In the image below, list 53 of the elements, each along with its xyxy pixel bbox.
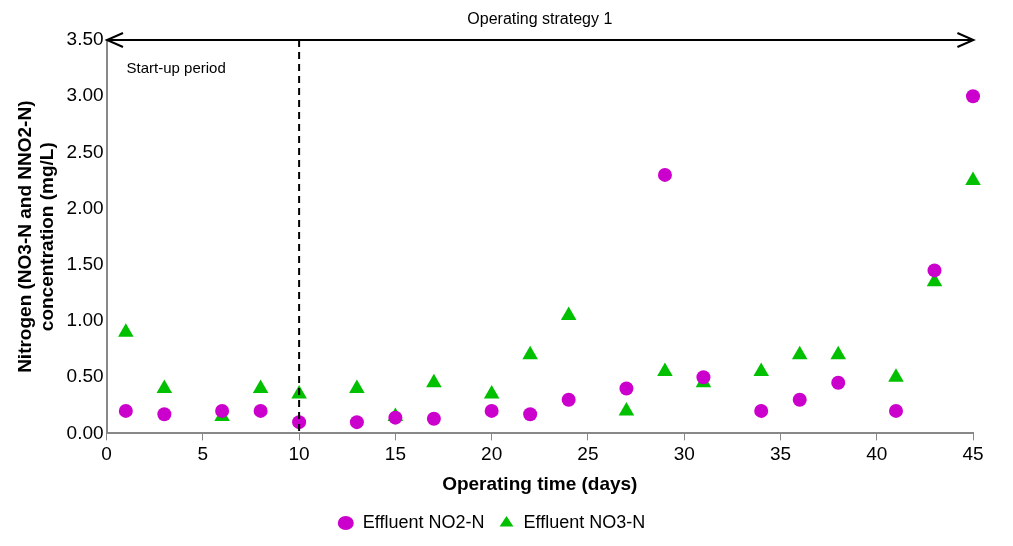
point — [118, 323, 134, 337]
x-axis-title: Operating time (days) — [442, 472, 638, 494]
x-tick-label: 25 — [577, 443, 599, 465]
x-tick-label: 30 — [673, 443, 695, 465]
point — [792, 392, 807, 407]
point — [522, 345, 538, 360]
point — [157, 407, 172, 422]
y-tick-label: 3.00 — [66, 84, 104, 106]
x-tick-label: 15 — [384, 443, 406, 465]
y-tick-label: 1.00 — [66, 309, 104, 331]
point — [426, 373, 442, 388]
point — [619, 381, 634, 396]
point — [215, 403, 230, 418]
x-tick-label: 20 — [481, 443, 503, 465]
point — [888, 403, 903, 418]
point — [791, 345, 808, 360]
y-tick-label: 2.00 — [66, 196, 104, 218]
annotation: Start-up period — [126, 58, 226, 76]
point — [118, 403, 133, 418]
y-axis-title: Nitrogen (NO3-N and NNO2-N) concentration (mg/L) — [13, 100, 58, 373]
x-tick-label: 10 — [288, 443, 310, 465]
y-tick-label: 0.50 — [66, 365, 104, 387]
legend-label: Effluent NO2-N — [362, 511, 485, 532]
point — [523, 407, 538, 422]
point — [426, 411, 441, 426]
legend-label: Effluent NO3-N — [523, 511, 646, 532]
point — [252, 379, 269, 393]
point — [484, 403, 499, 418]
x-tick-label: 0 — [101, 443, 112, 465]
x-tick-label: 45 — [962, 443, 984, 465]
x-tick-label: 35 — [769, 443, 792, 465]
point — [483, 385, 500, 399]
point — [253, 403, 268, 418]
text: Operating strategy 1 — [467, 10, 613, 28]
point — [965, 171, 981, 185]
y-tick-label: 1.50 — [66, 253, 104, 275]
point — [349, 379, 365, 393]
point — [657, 362, 673, 377]
point — [830, 345, 847, 360]
point — [349, 415, 364, 430]
point — [754, 403, 769, 418]
point — [618, 401, 635, 416]
point — [156, 379, 173, 393]
point — [560, 306, 577, 320]
x-tick-label: 40 — [866, 443, 888, 465]
point — [831, 375, 846, 390]
point — [561, 392, 576, 407]
y-tick-label: 2.50 — [66, 140, 104, 162]
point — [753, 362, 769, 377]
x-tick-label: 5 — [197, 443, 209, 465]
point — [888, 368, 904, 382]
y-tick-label: 0.00 — [66, 421, 104, 443]
y-tick-label: 3.50 — [66, 28, 104, 50]
